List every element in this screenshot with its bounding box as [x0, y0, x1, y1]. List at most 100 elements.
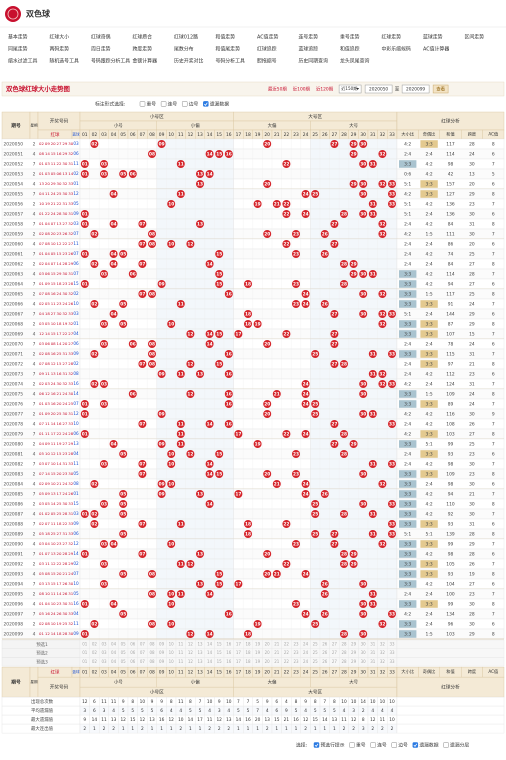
nav-link[interactable]: 连号走势	[299, 34, 319, 41]
preselect-number[interactable]: 28	[341, 641, 347, 646]
preselect-number[interactable]: 08	[149, 650, 155, 655]
nav-link[interactable]: 区间走势	[465, 34, 485, 41]
preselect-number[interactable]: 11	[178, 659, 184, 664]
preselect-number[interactable]: 11	[178, 650, 184, 655]
preselect-number[interactable]: 20	[265, 659, 271, 664]
preselect-number[interactable]: 07	[140, 641, 146, 646]
preselect-number[interactable]: 24	[303, 650, 309, 655]
preselect-number[interactable]: 26	[322, 641, 328, 646]
preselect-number[interactable]: 17	[236, 641, 242, 646]
nav-link[interactable]: 号码分析工具	[216, 58, 245, 65]
preselect-number[interactable]: 07	[140, 650, 146, 655]
preselect-number[interactable]: 22	[284, 659, 290, 664]
preselect-number[interactable]: 28	[341, 650, 347, 655]
preselect-number[interactable]: 27	[332, 659, 338, 664]
option-label[interactable]: 遗漏分层	[450, 742, 469, 749]
preselect-number[interactable]: 10	[169, 650, 175, 655]
preselect-number[interactable]: 22	[284, 650, 290, 655]
preselect-number[interactable]: 04	[111, 641, 117, 646]
preselect-number[interactable]: 30	[361, 659, 367, 664]
nav-link[interactable]: 红球奇偶	[91, 34, 111, 41]
preselect-number[interactable]: 19	[255, 659, 261, 664]
nav-link[interactable]: 历史开奖对比	[174, 58, 203, 65]
preselect-number[interactable]: 05	[121, 659, 127, 664]
preselect-number[interactable]: 01	[82, 659, 88, 664]
preselect-number[interactable]: 02	[92, 659, 98, 664]
nav-link[interactable]: AC值计算器	[423, 46, 449, 53]
select[interactable]	[338, 84, 362, 94]
checkbox[interactable]	[203, 101, 209, 107]
preselect-number[interactable]: 19	[255, 641, 261, 646]
preselect-number[interactable]: 16	[226, 659, 232, 664]
checkbox[interactable]	[391, 742, 397, 748]
preselect-number[interactable]: 04	[111, 659, 117, 664]
preselect-number[interactable]: 13	[197, 659, 203, 664]
preselect-number[interactable]: 10	[169, 641, 175, 646]
nav-link[interactable]: 龙头凤尾查询	[340, 58, 369, 65]
preselect-number[interactable]: 03	[101, 659, 107, 664]
input[interactable]	[401, 84, 430, 94]
nav-link[interactable]: 红球走势	[382, 34, 402, 41]
preselect-number[interactable]: 29	[351, 659, 357, 664]
option-label[interactable]: 重号	[356, 742, 366, 749]
preselect-number[interactable]: 23	[293, 641, 299, 646]
preselect-number[interactable]: 06	[130, 641, 136, 646]
preselect-number[interactable]: 11	[178, 641, 184, 646]
preselect-number[interactable]: 21	[274, 650, 280, 655]
preselect-number[interactable]: 18	[245, 659, 251, 664]
nav-link[interactable]: 重号走势	[340, 34, 360, 41]
range-link[interactable]: 近120期	[316, 86, 334, 93]
option-label[interactable]: 边号	[398, 742, 408, 749]
nav-link[interactable]: 同尾走势	[8, 46, 28, 53]
checkbox[interactable]	[370, 742, 376, 748]
nav-link[interactable]: 金额计算器	[133, 58, 158, 65]
preselect-number[interactable]: 02	[92, 641, 98, 646]
preselect-number[interactable]: 13	[197, 641, 203, 646]
preselect-number[interactable]: 08	[149, 641, 155, 646]
checkbox[interactable]	[313, 742, 320, 748]
nav-link[interactable]: 蓝球走势	[423, 34, 443, 41]
nav-link[interactable]: 红球追踪	[257, 46, 277, 53]
preselect-number[interactable]: 06	[130, 659, 136, 664]
preselect-number[interactable]: 21	[274, 641, 280, 646]
nav-link[interactable]: 红球012路	[174, 34, 198, 41]
preselect-number[interactable]: 27	[332, 650, 338, 655]
nav-link[interactable]: 号码跟踪分析工具	[91, 58, 130, 65]
preselect-number[interactable]: 32	[380, 659, 386, 664]
nav-link[interactable]: AC值走势	[257, 34, 278, 41]
button[interactable]	[432, 84, 449, 94]
button-label[interactable]: 查看	[436, 86, 445, 93]
preselect-number[interactable]: 07	[140, 659, 146, 664]
preselect-number[interactable]: 01	[82, 641, 88, 646]
nav-link[interactable]: 缩水过滤工具	[8, 58, 37, 65]
preselect-number[interactable]: 29	[351, 641, 357, 646]
preselect-number[interactable]: 12	[188, 650, 194, 655]
preselect-number[interactable]: 21	[274, 659, 280, 664]
preselect-number[interactable]: 32	[380, 650, 386, 655]
preselect-number[interactable]: 14	[207, 659, 213, 664]
preselect-number[interactable]: 33	[389, 659, 395, 664]
preselect-number[interactable]: 29	[351, 650, 357, 655]
preselect-number[interactable]: 31	[370, 650, 376, 655]
range-link[interactable]: 近100期	[293, 86, 311, 93]
preselect-number[interactable]: 16	[226, 650, 232, 655]
nav-link[interactable]: 尾数分布	[174, 46, 194, 53]
preselect-number[interactable]: 15	[217, 659, 223, 664]
checkbox[interactable]	[160, 101, 167, 107]
preselect-number[interactable]: 24	[303, 641, 309, 646]
preselect-number[interactable]: 31	[370, 659, 376, 664]
preselect-number[interactable]: 30	[361, 641, 367, 646]
nav-link[interactable]: 和值追踪	[340, 46, 360, 53]
preselect-number[interactable]: 25	[313, 659, 319, 664]
nav-link[interactable]: 周日走势	[91, 46, 111, 53]
preselect-number[interactable]: 05	[121, 641, 127, 646]
preselect-number[interactable]: 06	[130, 650, 136, 655]
nav-link[interactable]: 历史同期查询	[299, 58, 328, 65]
preselect-number[interactable]: 14	[207, 641, 213, 646]
preselect-number[interactable]: 09	[159, 650, 165, 655]
checkbox[interactable]	[412, 742, 419, 748]
preselect-number[interactable]: 13	[197, 650, 203, 655]
preselect-number[interactable]: 09	[159, 659, 165, 664]
preselect-number[interactable]: 33	[389, 641, 395, 646]
checkbox[interactable]	[181, 101, 188, 107]
